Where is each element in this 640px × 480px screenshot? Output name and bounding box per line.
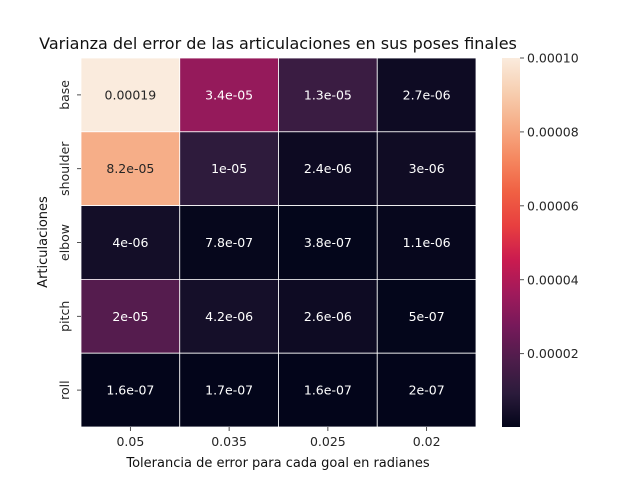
cell-annotation: 0.00019 [105,87,157,102]
y-tick-label: elbow [57,224,72,261]
x-axis-ticks: 0.05 0.035 0.025 0.02 [116,427,441,449]
cell-annotation: 8.2e-05 [106,161,154,176]
x-tick-label: 0.035 [211,434,247,449]
cell-annotations: 0.00019 3.4e-05 1.3e-05 2.7e-06 8.2e-05 1e-05… [105,87,451,397]
heatmap-cell [376,278,477,354]
x-axis-label: Tolerancia de error para cada goal en ra… [125,456,429,471]
heatmap-cell [80,352,181,428]
colorbar-tick-label: 0.00006 [527,198,579,213]
cell-annotation: 3.8e-07 [304,235,352,250]
heatmap-cell [376,57,477,133]
y-tick-label: roll [57,380,72,399]
cell-annotation: 4e-06 [112,235,148,250]
heatmap-cell [376,131,477,207]
cell-annotation: 4.2e-06 [205,309,253,324]
heatmap-cell [179,352,279,428]
cell-annotation: 1.3e-05 [304,87,352,102]
heatmap-cell [278,352,378,428]
colorbar-tick-label: 0.00002 [527,346,579,361]
cell-annotation: 1.6e-07 [304,383,352,398]
cell-annotation: 1e-05 [211,161,247,176]
heatmap-cells [80,57,477,428]
chart-title: Varianza del error de las articulaciones… [39,34,517,53]
y-axis-label: Articulaciones [36,196,51,288]
colorbar-tick-label: 0.00004 [527,272,579,287]
heatmap-cell [278,278,378,354]
heatmap-cell [179,278,279,354]
heatmap-cell [179,131,279,207]
x-tick-label: 0.02 [413,434,441,449]
cell-annotation: 5e-07 [409,309,445,324]
heatmap-cell [80,278,181,354]
cell-annotation: 2.6e-06 [304,309,352,324]
x-tick-label: 0.05 [116,434,144,449]
colorbar [502,58,520,427]
heatmap-cell [278,57,378,133]
colorbar-ticks: 0.00002 0.00004 0.00006 0.00008 0.00010 [520,51,579,361]
y-tick-label: pitch [57,301,72,332]
heatmap-cell [80,57,181,133]
y-tick-label: shoulder [57,141,72,196]
y-tick-label: base [57,80,72,110]
cell-annotation: 7.8e-07 [205,235,253,250]
heatmap-cell [179,205,279,280]
heatmap-cell [179,57,279,133]
y-axis-ticks: base shoulder elbow pitch roll [57,80,81,400]
heatmap-cell [376,352,477,428]
colorbar-tick-label: 0.00010 [527,51,579,66]
heatmap-cell [80,131,181,207]
cell-annotation: 2e-05 [112,309,148,324]
cell-annotation: 2.7e-06 [403,87,451,102]
cell-annotation: 2e-07 [409,383,445,398]
x-tick-label: 0.025 [310,434,346,449]
cell-annotation: 1.7e-07 [205,383,253,398]
heatmap-cell [376,205,477,280]
colorbar-tick-label: 0.00008 [527,124,579,139]
cell-annotation: 1.1e-06 [403,235,451,250]
cell-annotation: 3e-06 [409,161,445,176]
cell-annotation: 2.4e-06 [304,161,352,176]
cell-annotation: 3.4e-05 [205,87,253,102]
cell-annotation: 1.6e-07 [106,383,154,398]
